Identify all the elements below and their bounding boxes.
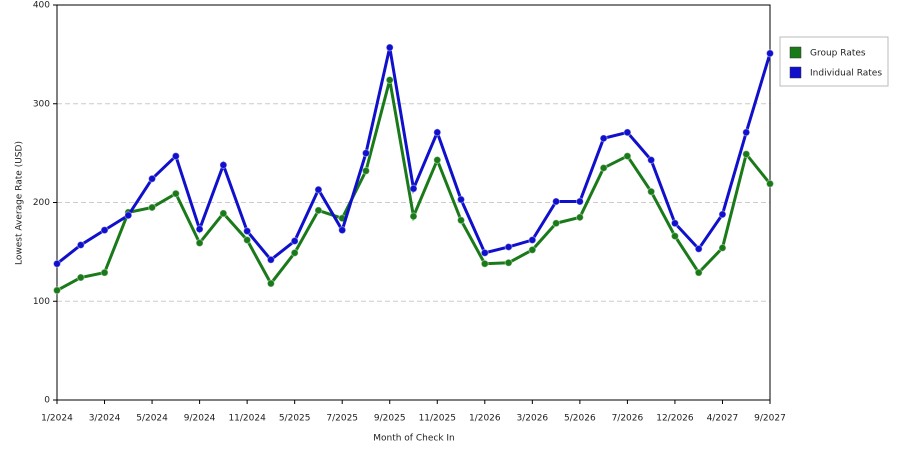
data-point [457,195,466,204]
data-point [409,184,418,193]
series-line [56,47,772,265]
x-tick-label: 5/2024 [136,414,168,424]
y-tick-label: 200 [33,198,50,208]
data-point [575,197,584,206]
data-point [385,76,394,85]
data-point [504,242,513,251]
data-point [53,259,61,268]
data-point [76,273,85,282]
data-point [718,243,727,252]
legend-label: Group Rates [810,49,866,59]
data-point [433,128,442,137]
data-point [718,210,727,219]
data-point [552,197,561,206]
data-point [195,225,204,234]
data-point [266,255,275,264]
x-tick-label: 12/2026 [656,414,694,424]
x-tick-label: 9/2024 [184,414,216,424]
data-point [694,268,703,277]
y-tick-label: 300 [33,99,50,109]
data-point [100,268,109,277]
data-point [76,240,85,249]
data-point [742,150,751,159]
legend-label: Individual Rates [810,69,882,79]
data-point [433,156,442,165]
data-point [338,226,347,235]
data-point [314,206,323,215]
data-point [219,160,228,169]
data-point [480,248,489,257]
data-point [742,128,751,137]
plot-frame [56,4,771,401]
y-tick-label: 400 [33,1,50,11]
x-tick-label: 7/2025 [326,414,358,424]
data-point [528,245,537,254]
x-axis-label: Month of Check In [373,434,455,444]
data-point [670,219,679,228]
data-point [457,216,466,225]
y-axis-label: Lowest Average Rate (USD) [15,141,25,265]
data-point [647,187,656,196]
data-point [314,185,323,194]
x-tick-label: 9/2027 [754,414,786,424]
data-point [599,134,608,143]
data-point [623,128,632,137]
data-point [623,152,632,161]
data-point [670,232,679,241]
data-point [552,219,561,228]
data-point [219,209,228,218]
y-tick-label: 0 [44,396,50,406]
data-point [171,152,180,161]
x-tick-label: 11/2024 [228,414,266,424]
x-tick-label: 5/2026 [564,414,596,424]
data-point [766,49,774,58]
data-point [694,244,703,253]
legend-swatch [789,66,802,79]
x-tick-label: 4/2027 [707,414,739,424]
data-point [409,212,418,221]
data-point [148,174,157,183]
legend-box [779,36,889,87]
x-tick-label: 11/2025 [419,414,456,424]
legend-swatch [789,46,802,59]
data-point [148,203,157,212]
x-tick-label: 1/2026 [469,414,501,424]
data-point [647,156,656,165]
data-point [766,179,774,188]
data-point [599,163,608,172]
data-point [53,286,61,295]
x-tick-label: 5/2025 [279,414,311,424]
data-point [290,248,299,257]
data-point [361,166,370,175]
data-point [385,43,394,52]
x-tick-label: 3/2026 [516,414,548,424]
y-tick-label: 100 [33,297,50,307]
data-point [195,238,204,247]
data-point [124,211,133,220]
x-tick-label: 7/2026 [612,414,644,424]
x-tick-label: 3/2024 [89,414,121,424]
data-point [266,279,275,288]
data-point [243,227,252,236]
x-tick-label: 1/2024 [41,414,73,424]
data-point [100,226,109,235]
data-point [504,258,513,267]
data-point [243,236,252,245]
x-tick-label: 9/2025 [374,414,406,424]
data-point [290,237,299,246]
data-point [575,213,584,222]
data-point [361,149,370,158]
data-point [171,189,180,198]
data-point [480,259,489,268]
data-point [528,236,537,245]
